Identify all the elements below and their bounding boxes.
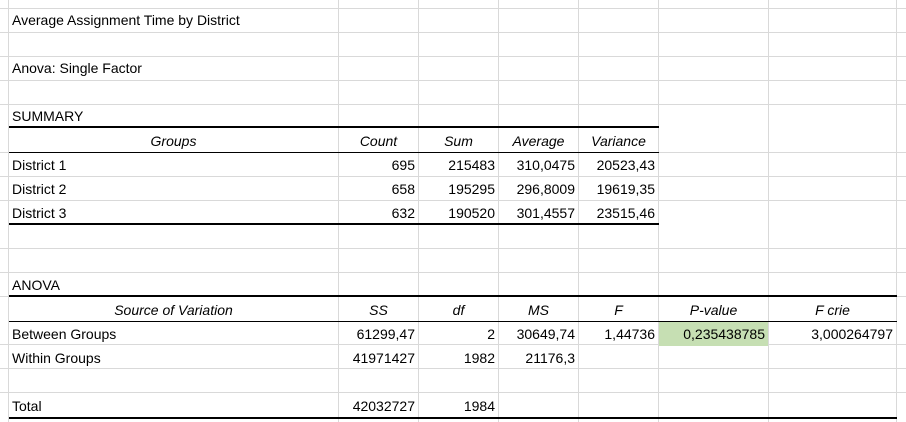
- summary-count[interactable]: 658: [391, 181, 415, 197]
- anova-header-source[interactable]: Source of Variation: [114, 302, 233, 318]
- anova-header-ms[interactable]: MS: [528, 302, 549, 318]
- summary-header-count[interactable]: Count: [359, 133, 398, 149]
- anova-ms[interactable]: 30649,74: [516, 326, 575, 342]
- summary-count[interactable]: 632: [391, 205, 415, 221]
- anova-source[interactable]: Within Groups: [12, 350, 101, 366]
- summary-variance[interactable]: 23515,46: [596, 205, 655, 221]
- anova-ms[interactable]: 21176,3: [525, 350, 575, 366]
- summary-group-name[interactable]: District 2: [12, 181, 67, 197]
- anova-label[interactable]: ANOVA: [12, 277, 60, 293]
- anova-ss[interactable]: 61299,47: [356, 326, 415, 342]
- summary-top-rule: [9, 126, 659, 128]
- anova-header-df[interactable]: df: [452, 302, 465, 318]
- anova-bottom-rule: [9, 417, 897, 419]
- summary-count[interactable]: 695: [391, 157, 415, 173]
- summary-group-name[interactable]: District 3: [12, 205, 67, 221]
- sheet-title[interactable]: Average Assignment Time by District: [12, 12, 240, 28]
- anova-f-crit[interactable]: 3,000264797: [811, 326, 893, 342]
- anova-header-p-value[interactable]: P-value: [689, 302, 738, 318]
- anova-header-f-crit[interactable]: F crie: [815, 302, 850, 318]
- anova-title[interactable]: Anova: Single Factor: [12, 60, 142, 76]
- summary-variance[interactable]: 19619,35: [596, 181, 655, 197]
- anova-df[interactable]: 1982: [463, 350, 495, 366]
- anova-header-f[interactable]: F: [614, 302, 623, 318]
- summary-header-rule: [9, 152, 659, 153]
- anova-total-label[interactable]: Total: [12, 398, 42, 414]
- summary-group-name[interactable]: District 1: [12, 157, 67, 173]
- anova-source[interactable]: Between Groups: [12, 326, 117, 342]
- anova-total-ss[interactable]: 42032727: [352, 398, 415, 414]
- anova-top-rule: [9, 295, 897, 297]
- anova-df[interactable]: 2: [487, 326, 495, 342]
- summary-header-average[interactable]: Average: [512, 133, 565, 149]
- anova-total-df[interactable]: 1984: [463, 398, 495, 414]
- summary-header-groups[interactable]: Groups: [150, 133, 197, 149]
- summary-bottom-rule: [9, 223, 659, 225]
- anova-header-rule: [9, 321, 897, 322]
- summary-average[interactable]: 310,0475: [516, 157, 575, 173]
- anova-header-ss[interactable]: SS: [369, 302, 388, 318]
- summary-sum[interactable]: 190520: [448, 205, 495, 221]
- summary-variance[interactable]: 20523,43: [596, 157, 655, 173]
- summary-sum[interactable]: 195295: [448, 181, 495, 197]
- summary-sum[interactable]: 215483: [448, 157, 495, 173]
- summary-average[interactable]: 301,4557: [516, 205, 575, 221]
- summary-average[interactable]: 296,8009: [516, 181, 575, 197]
- summary-header-variance[interactable]: Variance: [591, 133, 646, 149]
- anova-f[interactable]: 1,44736: [604, 326, 655, 342]
- anova-ss[interactable]: 41971427: [352, 350, 415, 366]
- anova-p-value[interactable]: 0,235438785: [659, 322, 768, 346]
- summary-label[interactable]: SUMMARY: [12, 108, 84, 124]
- summary-header-sum[interactable]: Sum: [444, 133, 473, 149]
